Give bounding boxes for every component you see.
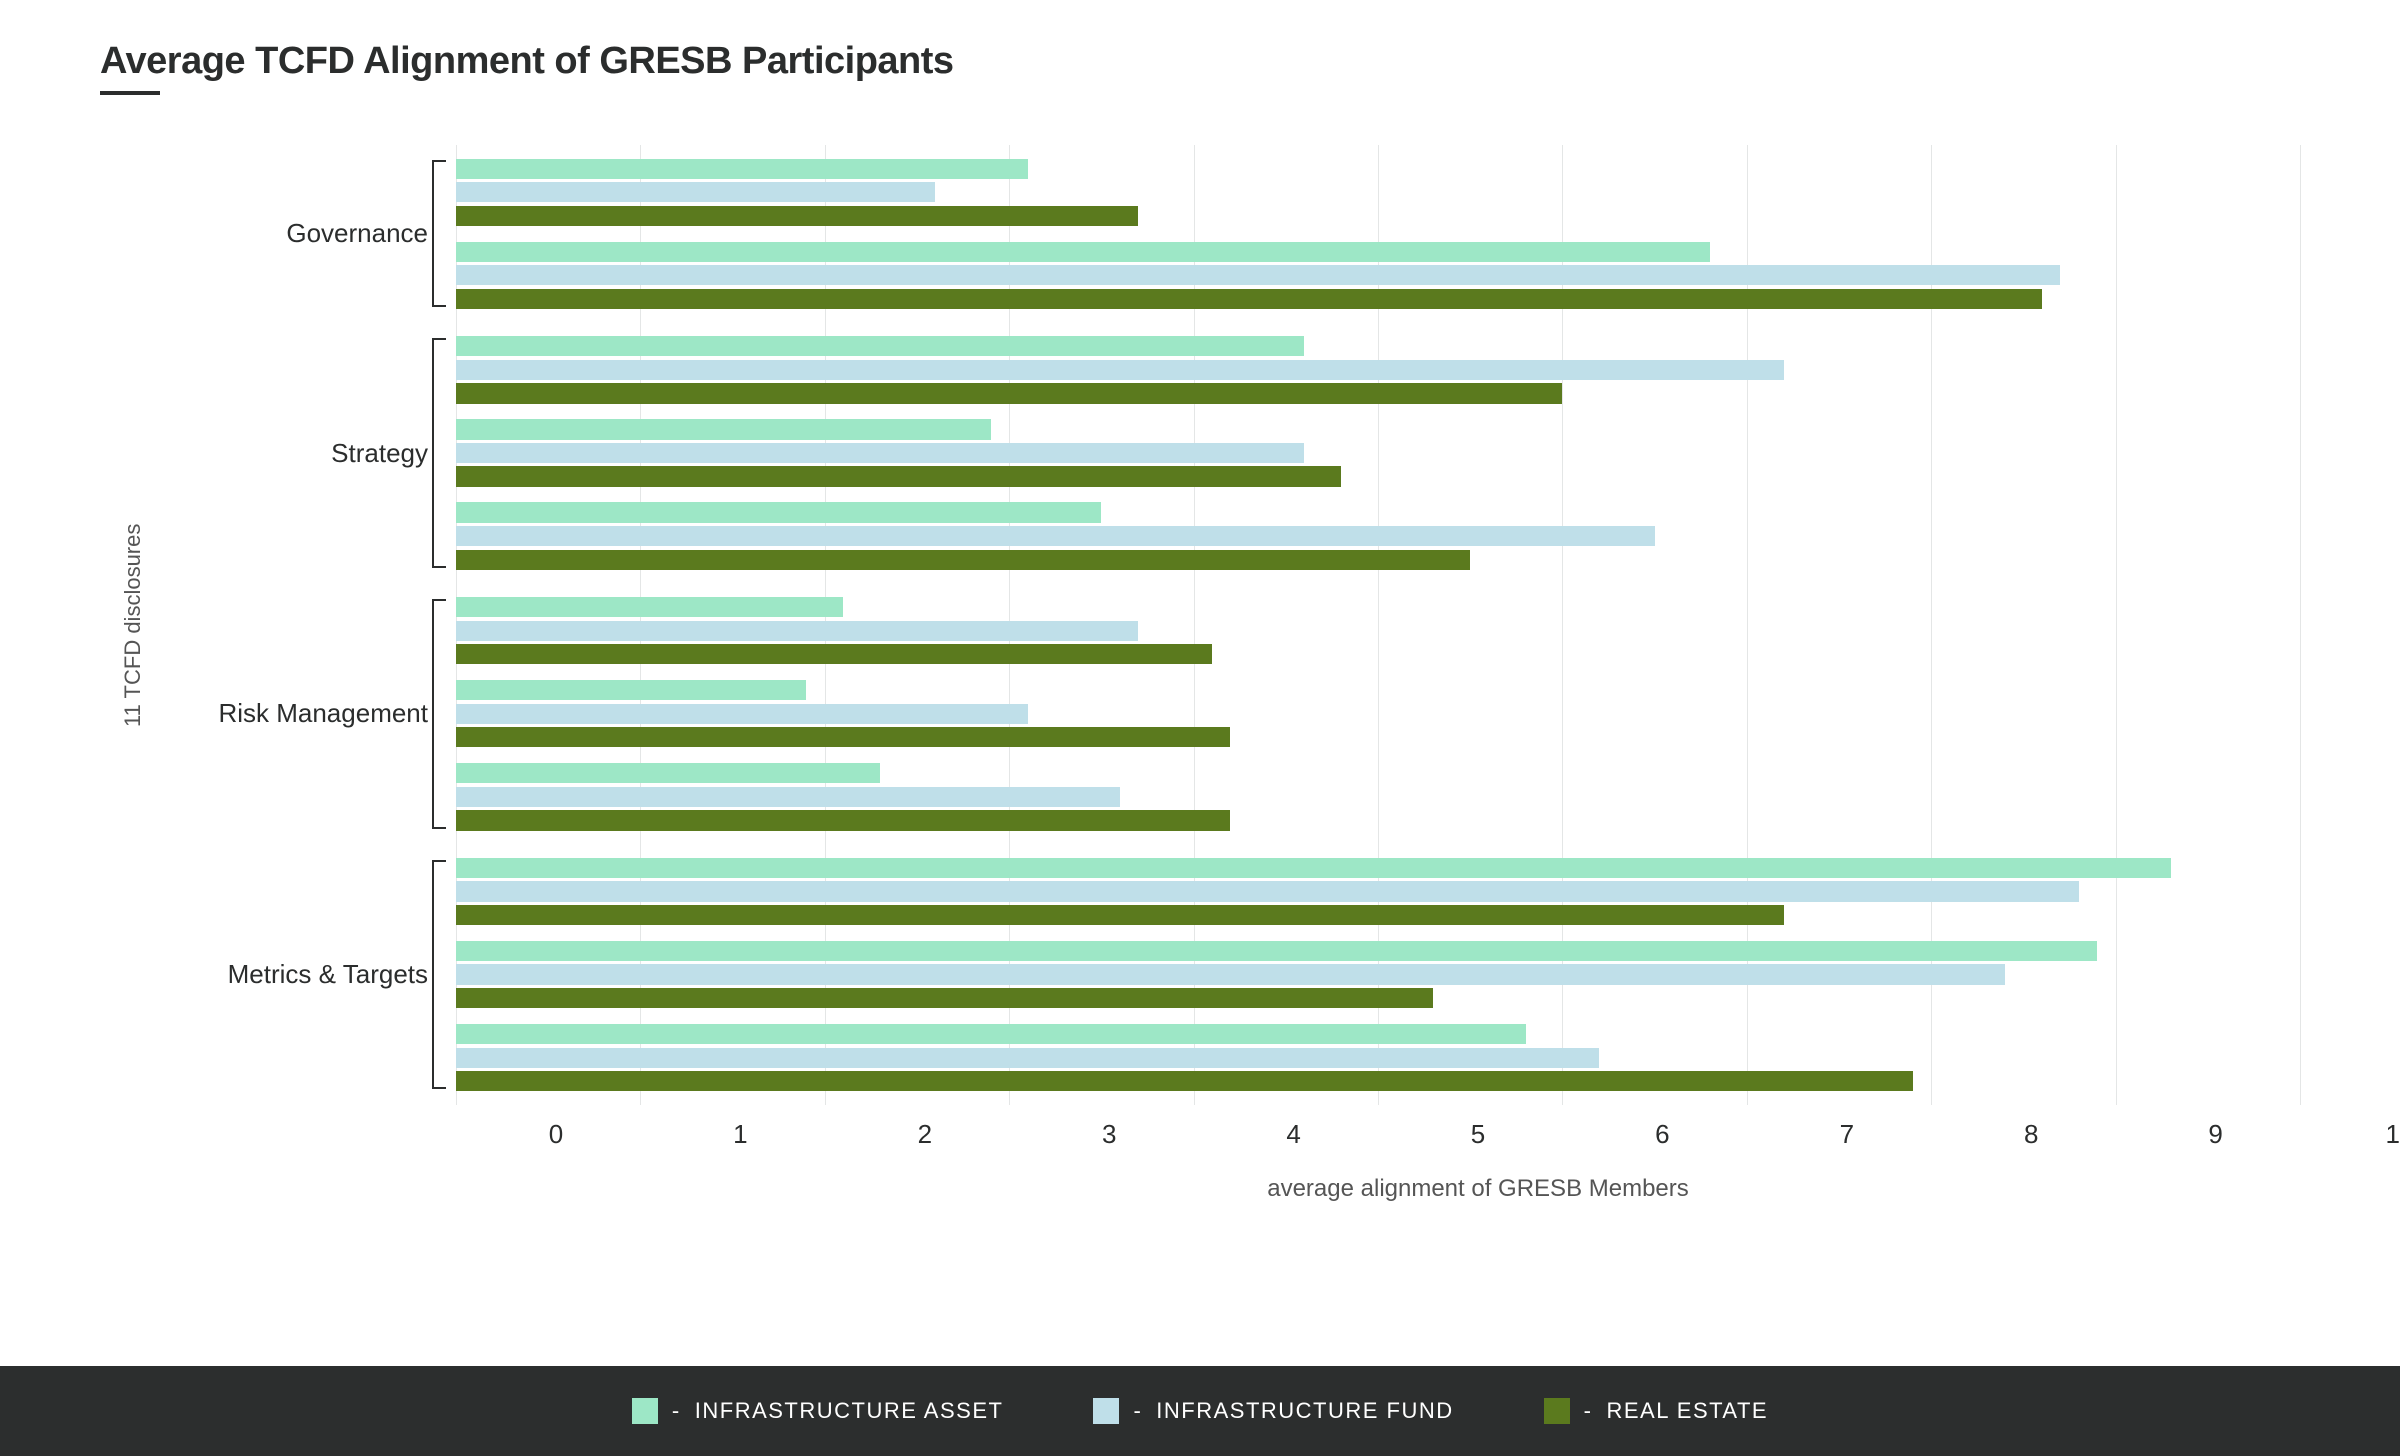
chart-container: Average TCFD Alignment of GRESB Particip… (0, 0, 2400, 1203)
bar (456, 1024, 1526, 1044)
category-bracket (432, 160, 446, 307)
chart-title: Average TCFD Alignment of GRESB Particip… (100, 40, 2300, 83)
category-label: Governance (286, 218, 446, 249)
bar-group (456, 583, 2300, 844)
x-tick: 6 (1655, 1119, 1669, 1150)
category-block: Strategy (146, 323, 446, 584)
bar-subgroup (456, 858, 2300, 925)
bar-group (456, 145, 2300, 323)
bar (456, 881, 2079, 901)
legend-swatch (1093, 1398, 1119, 1424)
bar (456, 206, 1138, 226)
bar-subgroup (456, 419, 2300, 486)
bar (456, 289, 2042, 309)
bar (456, 787, 1120, 807)
x-tick: 7 (1840, 1119, 1854, 1150)
x-tick: 5 (1471, 1119, 1485, 1150)
bar (456, 597, 843, 617)
legend-swatch (1544, 1398, 1570, 1424)
bar (456, 1071, 1913, 1091)
x-tick: 0 (549, 1119, 563, 1150)
bar (456, 466, 1341, 486)
category-block: Metrics & Targets (146, 844, 446, 1105)
y-axis-label: 11 TCFD disclosures (100, 145, 146, 1105)
category-label: Metrics & Targets (228, 959, 446, 990)
bar (456, 443, 1304, 463)
bar-group (456, 844, 2300, 1105)
bar (456, 336, 1304, 356)
legend-swatch (632, 1398, 658, 1424)
bar (456, 964, 2005, 984)
x-axis: 012345678910 (556, 1105, 2400, 1165)
bar (456, 644, 1212, 664)
legend-dash: - (1133, 1398, 1142, 1424)
category-block: Governance (146, 145, 446, 323)
legend-dash: - (1584, 1398, 1593, 1424)
category-label: Risk Management (218, 698, 446, 729)
bar (456, 159, 1028, 179)
category-bracket (432, 599, 446, 829)
bar (456, 182, 935, 202)
bar (456, 526, 1655, 546)
bar-group (456, 323, 2300, 584)
legend-item: -INFRASTRUCTURE ASSET (632, 1398, 1004, 1424)
bar (456, 242, 1710, 262)
bar (456, 383, 1562, 403)
x-tick: 1 (733, 1119, 747, 1150)
bar (456, 988, 1433, 1008)
x-tick: 10 (2386, 1119, 2400, 1150)
legend-item: -INFRASTRUCTURE FUND (1093, 1398, 1453, 1424)
bar (456, 905, 1784, 925)
bar-subgroup (456, 763, 2300, 830)
bar-subgroup (456, 597, 2300, 664)
category-label: Strategy (331, 438, 446, 469)
plot-area (456, 145, 2300, 1105)
category-bracket (432, 860, 446, 1090)
x-axis-label: average alignment of GRESB Members (556, 1175, 2400, 1203)
x-tick: 2 (918, 1119, 932, 1150)
legend-dash: - (672, 1398, 681, 1424)
bar-subgroup (456, 159, 2300, 226)
bar (456, 550, 1470, 570)
bar (456, 265, 2060, 285)
x-tick: 4 (1286, 1119, 1300, 1150)
bar-subgroup (456, 502, 2300, 569)
x-tick: 3 (1102, 1119, 1116, 1150)
bar-subgroup (456, 242, 2300, 309)
bar (456, 680, 806, 700)
bar (456, 763, 880, 783)
legend-label: INFRASTRUCTURE FUND (1156, 1398, 1453, 1424)
bar (456, 704, 1028, 724)
legend: -INFRASTRUCTURE ASSET-INFRASTRUCTURE FUN… (0, 1366, 2400, 1456)
bar (456, 727, 1230, 747)
bar (456, 810, 1230, 830)
category-bracket (432, 338, 446, 568)
bar-subgroup (456, 336, 2300, 403)
bar (456, 941, 2097, 961)
bar (456, 419, 991, 439)
category-block: Risk Management (146, 583, 446, 844)
grid-line (2300, 145, 2301, 1105)
legend-item: -REAL ESTATE (1544, 1398, 1768, 1424)
title-underline (100, 91, 160, 95)
bars-layer (456, 145, 2300, 1105)
bar (456, 621, 1138, 641)
bar (456, 858, 2171, 878)
legend-label: INFRASTRUCTURE ASSET (695, 1398, 1004, 1424)
bar (456, 1048, 1599, 1068)
bar-subgroup (456, 1024, 2300, 1091)
legend-label: REAL ESTATE (1607, 1398, 1769, 1424)
bar-subgroup (456, 941, 2300, 1008)
bar (456, 360, 1784, 380)
bar (456, 502, 1101, 522)
category-labels-column: Governance Strategy Risk Management Metrics… (146, 145, 446, 1105)
x-tick: 9 (2208, 1119, 2222, 1150)
x-tick: 8 (2024, 1119, 2038, 1150)
bar-subgroup (456, 680, 2300, 747)
chart-body: 11 TCFD disclosures Governance Strategy Ri… (100, 145, 2300, 1105)
